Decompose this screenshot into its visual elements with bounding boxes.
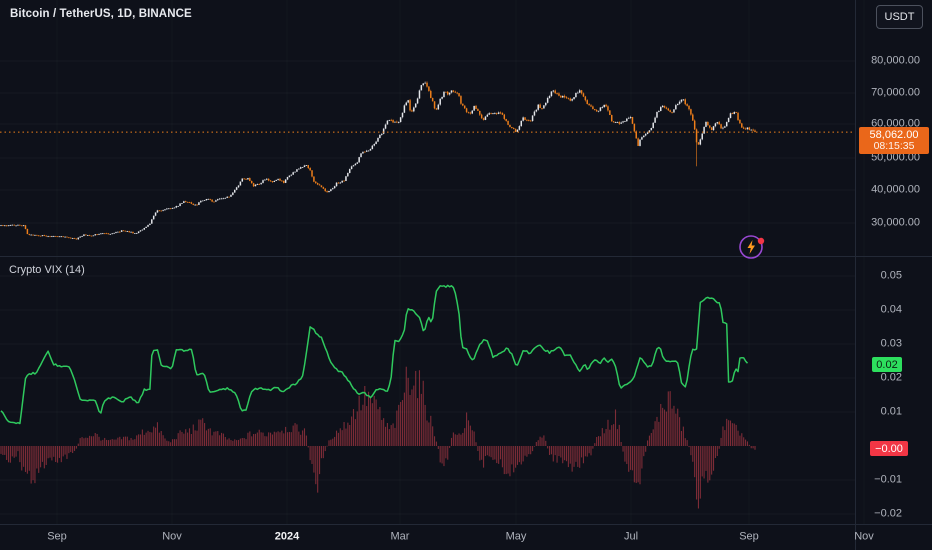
price-axis-label: 70,000.00 bbox=[871, 86, 920, 99]
indicator-axis-label: 0.02 bbox=[880, 371, 902, 384]
currency-toggle-label: USDT bbox=[884, 11, 915, 23]
time-axis-label: Sep bbox=[47, 530, 67, 543]
indicator-title[interactable]: Crypto VIX (14) bbox=[9, 264, 85, 276]
indicator-axis-label: 0.03 bbox=[880, 337, 902, 350]
quick-trade-button[interactable] bbox=[737, 232, 766, 261]
symbol-title[interactable]: Bitcoin / TetherUS, 1D, BINANCE bbox=[10, 8, 192, 20]
bar-countdown-timer: 08:15:35 bbox=[873, 140, 915, 152]
time-axis-label: Mar bbox=[390, 530, 410, 543]
time-axis-label: Sep bbox=[739, 530, 759, 543]
price-axis-label: 50,000.00 bbox=[871, 151, 920, 164]
time-axis-label: Nov bbox=[162, 530, 182, 543]
time-axis-label: 2024 bbox=[274, 530, 300, 543]
time-axis-label: Jul bbox=[623, 530, 639, 543]
time-axis-separator bbox=[0, 524, 932, 525]
indicator-axis-label: 0.01 bbox=[880, 405, 902, 418]
last-price-value: 58,062.00 bbox=[869, 129, 919, 141]
price-axis-label: 60,000.00 bbox=[871, 117, 920, 130]
currency-toggle-button[interactable]: USDT bbox=[876, 5, 923, 29]
price-axis-label: 30,000.00 bbox=[871, 216, 920, 229]
vix-histogram-value-badge: −0.00 bbox=[870, 441, 908, 456]
lightning-bolt-icon bbox=[739, 235, 765, 259]
vix-line-value-badge: 0.02 bbox=[872, 357, 902, 372]
time-axis-label: May bbox=[505, 530, 527, 543]
price-axis-separator bbox=[855, 0, 856, 550]
price-axis-label: 40,000.00 bbox=[871, 183, 920, 196]
last-price-badge: 58,062.00 08:15:35 bbox=[859, 127, 929, 154]
indicator-axis-label: 0.05 bbox=[880, 269, 902, 282]
indicator-axis-label: 0.04 bbox=[880, 303, 902, 316]
time-axis-label: Nov bbox=[854, 530, 874, 543]
price-axis-label: 80,000.00 bbox=[871, 54, 920, 67]
indicator-axis-label: −0.02 bbox=[874, 507, 902, 520]
indicator-axis-label: −0.01 bbox=[874, 473, 902, 486]
pane-separator[interactable] bbox=[0, 256, 932, 257]
